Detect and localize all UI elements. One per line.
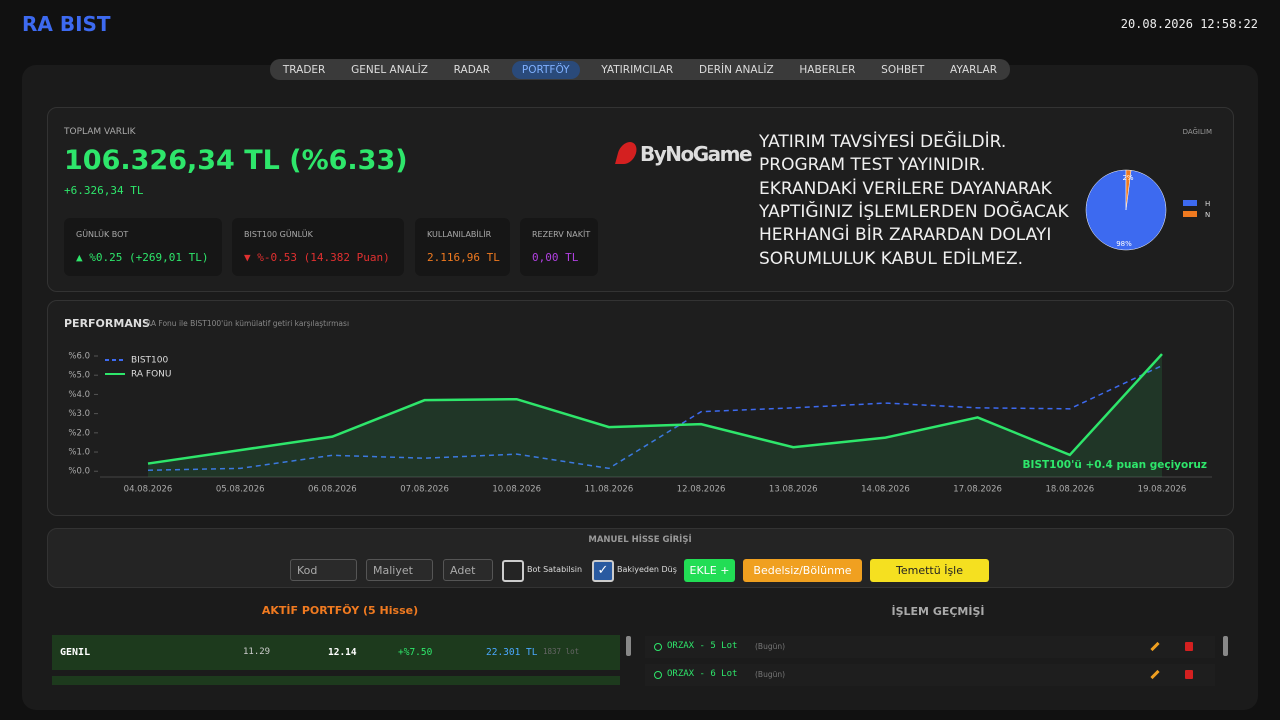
nav-item[interactable]: PORTFÖY — [511, 60, 580, 79]
stat-label: BIST100 GÜNLÜK — [244, 230, 313, 239]
checkbox-label: Bot Satabilsin — [527, 565, 583, 574]
portfolio-title: AKTİF PORTFÖY (5 Hisse) — [261, 604, 419, 617]
checkbox-label: Bakiyeden Düş — [617, 565, 677, 574]
delete-icon[interactable] — [1185, 642, 1193, 651]
history-row — [645, 636, 1215, 658]
stat-card: KULLANILABİLİR 2.116,96 TL — [415, 218, 510, 276]
nav-item[interactable]: DERİN ANALİZ — [698, 63, 774, 76]
portfolio-cell: 11.29 — [243, 647, 271, 657]
scrollbar — [626, 636, 631, 656]
status-dot — [654, 643, 662, 651]
portfolio-cell: 12.14 — [328, 647, 357, 658]
text-input[interactable]: Adet — [443, 559, 493, 581]
manual-title: MANUEL HİSSE GİRİŞİ — [588, 535, 692, 545]
history-date: (Bugün) — [755, 642, 786, 651]
delete-icon[interactable] — [1185, 670, 1193, 679]
stat-value: 2.116,96 TL — [427, 251, 500, 264]
disclaimer-line: HERHANGİ BİR ZARARDAN DOLAYI — [759, 225, 1052, 246]
datetime: 20.08.2026 12:58:22 — [1120, 17, 1258, 31]
nav-item[interactable]: YATIRIMCILAR — [601, 63, 674, 76]
total-label: TOPLAM VARLIK — [64, 127, 136, 137]
nav-bar: TRADER GENEL ANALİZ RADAR PORTFÖY YATIRIMCIL… — [270, 59, 1010, 80]
disclaimer-line: YAPTIĞINIZ İŞLEMLERDEN DOĞACAK — [759, 201, 1069, 222]
portfolio-row — [52, 635, 620, 670]
status-dot — [654, 671, 662, 679]
app-title: RA BIST — [22, 12, 111, 36]
performance-card — [47, 300, 1234, 516]
stat-label: GÜNLÜK BOT — [76, 230, 129, 239]
total-value: 106.326,34 TL (%6.33) — [64, 145, 408, 176]
disclaimer-line: PROGRAM TEST YAYINIDIR. — [759, 155, 986, 176]
text-input[interactable]: Kod — [290, 559, 357, 581]
disclaimer-line: EKRANDAKİ VERİLERE DAYANARAK — [759, 178, 1052, 199]
history-row — [645, 664, 1215, 686]
disclaimer-line: SORUMLULUK KABUL EDİLMEZ. — [759, 248, 1024, 269]
nav-item[interactable]: AYARLAR — [949, 63, 997, 76]
add-button[interactable]: EKLE + — [684, 559, 735, 582]
checkbox[interactable]: ✓ — [592, 560, 614, 582]
portfolio-row-partial — [52, 676, 620, 685]
stat-label: REZERV NAKİT — [532, 230, 591, 239]
nav-item[interactable]: TRADER — [282, 63, 326, 76]
dividend-button[interactable]: Temettü İşle — [870, 559, 989, 582]
stat-value: ▲ %0.25 (+269,01 TL) — [76, 251, 209, 264]
stat-card: GÜNLÜK BOT ▲ %0.25 (+269,01 TL) — [64, 218, 222, 276]
portfolio-cell: GENIL — [60, 647, 91, 658]
logo: ByNoGame — [640, 142, 753, 166]
bonus-button[interactable]: Bedelsiz/Bölünme — [743, 559, 862, 582]
portfolio-cell: 1837 lot — [543, 647, 580, 656]
nav-item[interactable]: RADAR — [453, 63, 491, 76]
stat-card: BIST100 GÜNLÜK ▼ %-0.53 (14.382 Puan) — [232, 218, 404, 276]
nav-item[interactable]: GENEL ANALİZ — [351, 63, 428, 76]
text-input[interactable]: Maliyet — [366, 559, 433, 581]
history-date: (Bugün) — [755, 670, 786, 679]
stat-value: ▼ %-0.53 (14.382 Puan) — [244, 251, 390, 264]
history-title: İŞLEM GEÇMİŞİ — [891, 605, 985, 618]
total-change: +6.326,34 TL — [64, 184, 144, 197]
portfolio-cell: +%7.50 — [398, 647, 433, 658]
portfolio-cell: 22.301 TL — [486, 647, 538, 658]
manual-entry-card — [47, 528, 1234, 588]
history-text: ORZAX - 5 Lot — [667, 641, 738, 651]
checkbox[interactable] — [502, 560, 524, 582]
nav-item[interactable]: HABERLER — [799, 63, 856, 76]
nav-item[interactable]: SOHBET — [881, 63, 925, 76]
stat-card: REZERV NAKİT 0,00 TL — [520, 218, 598, 276]
history-text: ORZAX - 6 Lot — [667, 669, 738, 679]
stat-value: 0,00 TL — [532, 251, 579, 264]
scrollbar — [1223, 636, 1228, 656]
disclaimer-line: YATIRIM TAVSİYESİ DEĞİLDİR. — [759, 132, 1007, 152]
summary-card — [47, 107, 1234, 292]
stat-label: KULLANILABİLİR — [427, 230, 492, 239]
